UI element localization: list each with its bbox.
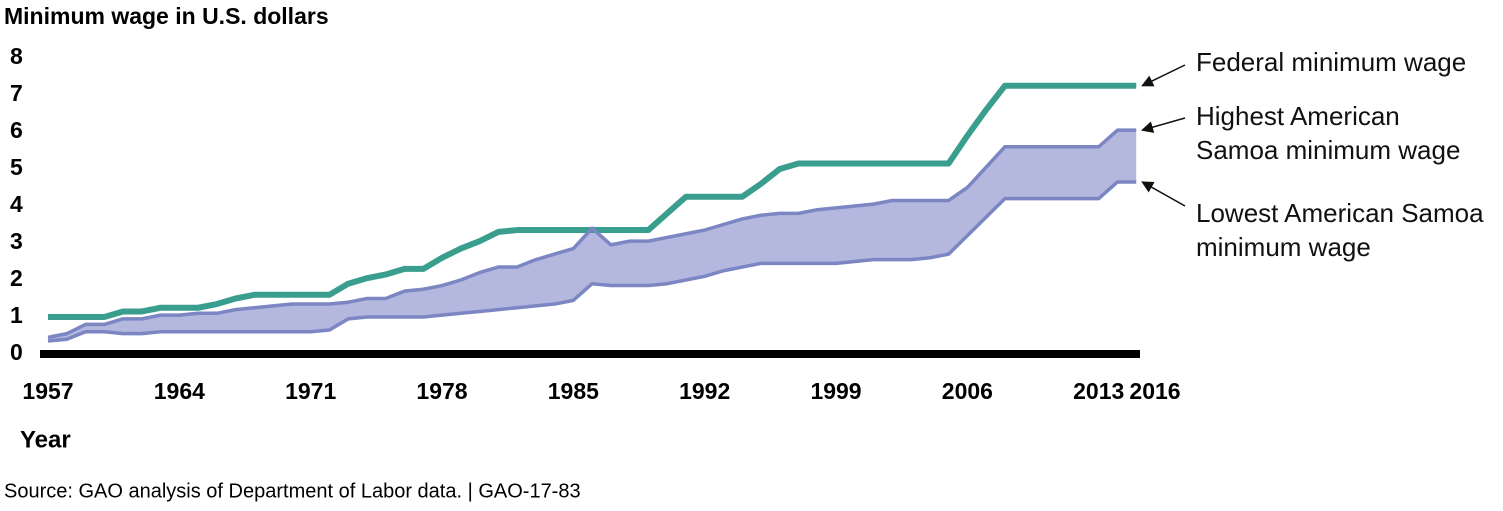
chart-title: Minimum wage in U.S. dollars: [4, 3, 329, 29]
y-tick-label: 8: [10, 43, 23, 69]
series-label: Highest American Samoa minimum wage: [1196, 101, 1461, 165]
label-arrow: [1141, 64, 1186, 87]
y-tick-label: 5: [10, 154, 23, 180]
y-tick-label: 4: [10, 191, 23, 217]
band-fill: [48, 130, 1137, 342]
label-arrow: [1141, 117, 1186, 133]
series-label: Federal minimum wage: [1196, 47, 1467, 77]
y-tick-label: 0: [10, 339, 23, 365]
x-tick-label: 2006: [942, 378, 993, 404]
x-tick-label: 1999: [810, 378, 861, 404]
series-line: [47, 128, 1137, 340]
y-tick-label: 1: [10, 302, 23, 328]
x-tick-label: 1992: [679, 378, 730, 404]
y-tick-label: 3: [10, 228, 23, 254]
label-arrow: [1141, 181, 1186, 207]
y-tick-label: 6: [10, 117, 23, 143]
series-label: Lowest American Samoa minimum wage: [1196, 198, 1484, 262]
x-tick-label: 1978: [416, 378, 467, 404]
x-axis-title: Year: [20, 426, 71, 453]
x-tick-label: 1971: [285, 378, 336, 404]
x-tick-label: 1964: [154, 378, 205, 404]
series-line: [47, 180, 1137, 343]
x-tick-label: 2016: [1129, 378, 1180, 404]
x-tick-label: 1957: [22, 378, 73, 404]
x-tick-label: 2013: [1073, 378, 1124, 404]
x-tick-label: 1985: [548, 378, 599, 404]
source-note: Source: GAO analysis of Department of La…: [4, 480, 581, 502]
y-tick-label: 7: [10, 80, 23, 106]
y-tick-label: 2: [10, 265, 23, 291]
